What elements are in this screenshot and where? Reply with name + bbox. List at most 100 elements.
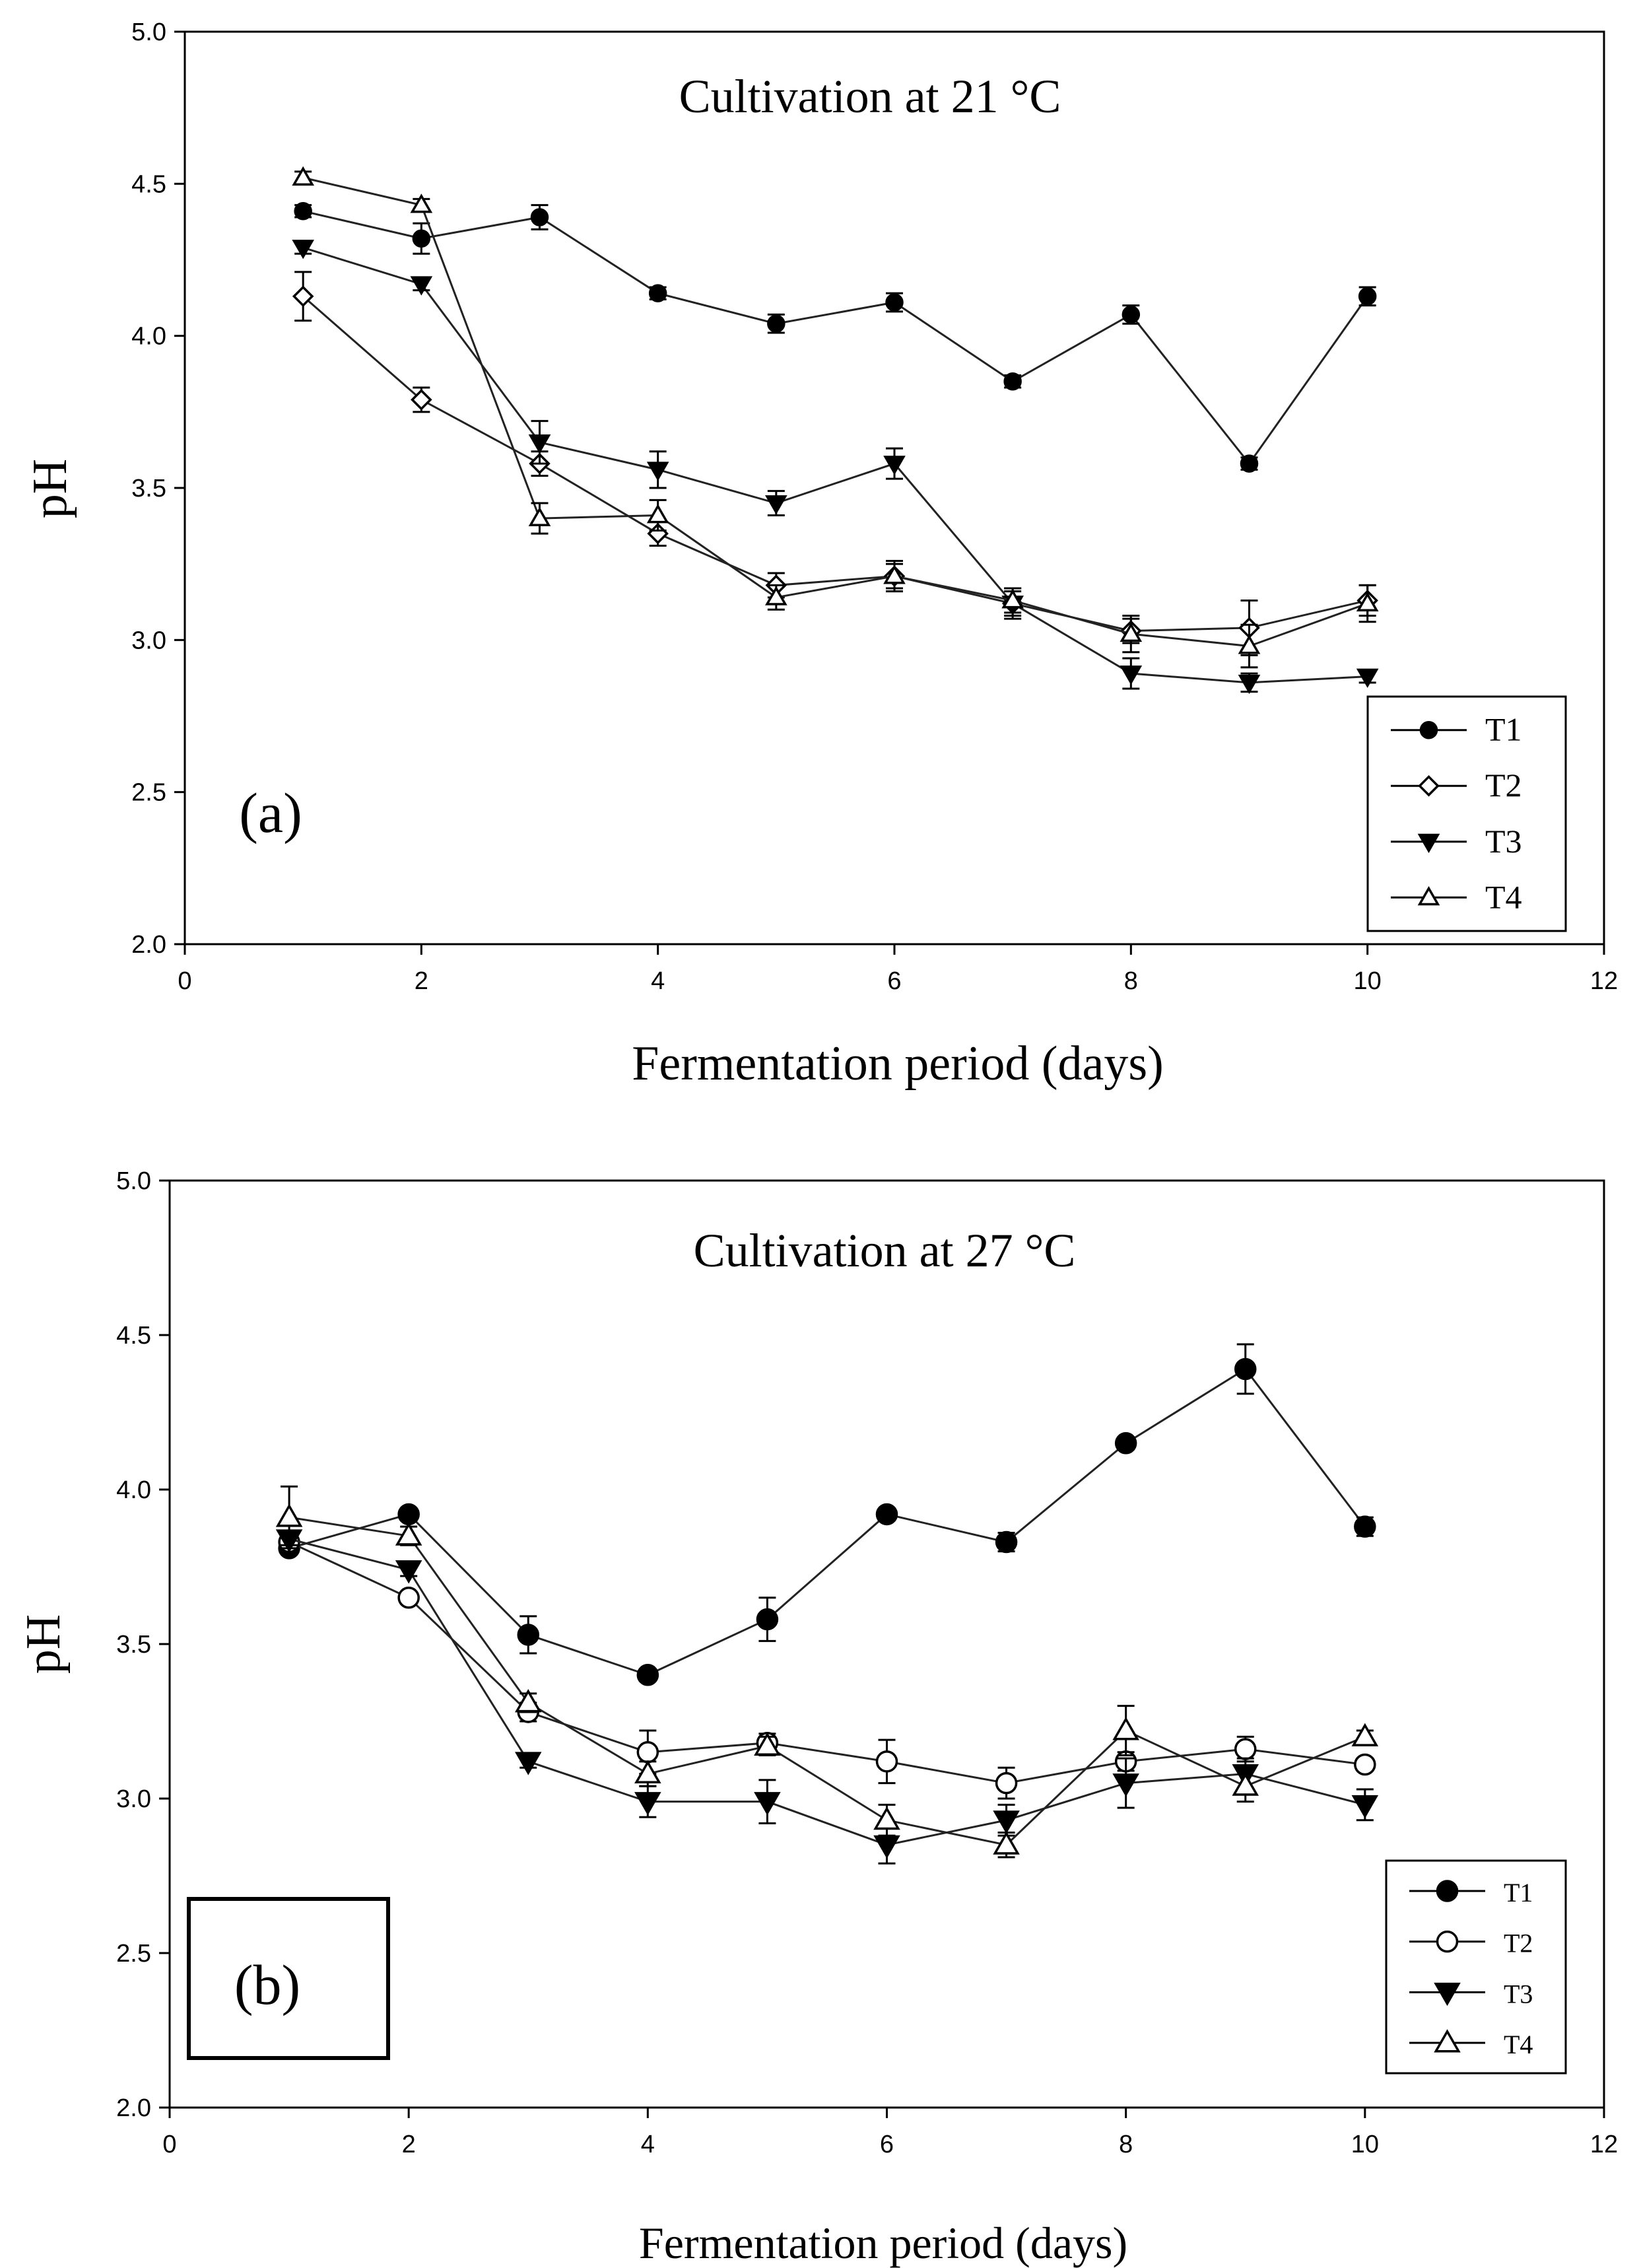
x-tick-label: 0 xyxy=(178,967,191,995)
data-point xyxy=(1351,1723,1379,1746)
data-point xyxy=(873,1835,900,1859)
series-line xyxy=(288,1367,1366,1676)
data-point xyxy=(294,202,312,221)
panel-a: 0 2 4 6 8 10 12 2.0 2.5 3.0 3.5 4.0 4.5 5.0 Fermentati… xyxy=(23,18,1618,1091)
data-point xyxy=(1354,1515,1376,1538)
series-t3 xyxy=(275,1529,1379,1865)
y-tick-label: 2.0 xyxy=(116,2094,151,2122)
legend-item-t3: T3 xyxy=(1391,823,1522,860)
legend-label: T2 xyxy=(1504,1929,1533,1958)
data-point xyxy=(1354,1753,1376,1776)
legend-label: T4 xyxy=(1485,878,1522,915)
legend-label: T1 xyxy=(1504,1878,1533,1907)
data-point xyxy=(634,1760,661,1784)
panel-b: 0 2 4 6 8 10 12 2.0 2.5 3.0 3.5 4.0 4.5 5.0 Fermentati… xyxy=(17,1167,1618,2268)
legend-item-t2: T2 xyxy=(1409,1929,1533,1958)
legend-item-t3: T3 xyxy=(1409,1979,1533,2009)
panel-label-box xyxy=(187,1897,390,2060)
data-point xyxy=(397,1587,420,1609)
data-point xyxy=(292,240,314,259)
data-point xyxy=(995,1771,1018,1795)
data-point xyxy=(412,229,431,248)
data-point xyxy=(514,1752,542,1775)
legend-box xyxy=(1366,695,1567,932)
legend-label: T3 xyxy=(1504,1979,1533,2009)
x-tick-label: 6 xyxy=(880,2131,894,2158)
x-tick-label: 12 xyxy=(1590,2131,1618,2158)
y-tick-label: 4.0 xyxy=(131,323,166,351)
data-point xyxy=(1356,668,1379,688)
x-axis-label: Fermentation period (days) xyxy=(632,1037,1164,1091)
data-point xyxy=(1351,1795,1379,1819)
panel-label: (b) xyxy=(234,1953,300,2016)
x-tick-label: 12 xyxy=(1590,967,1618,995)
legend: T1 T2 T3 T4 xyxy=(1385,1859,1567,2075)
legend-marker xyxy=(1436,1930,1459,1953)
data-point xyxy=(756,1608,779,1631)
data-point xyxy=(883,456,906,475)
data-point xyxy=(395,1560,422,1584)
legend-item-t2: T2 xyxy=(1391,767,1522,804)
data-point xyxy=(993,1810,1020,1834)
y-tick-label: 5.0 xyxy=(116,1167,151,1195)
series-line xyxy=(302,295,1368,633)
data-point xyxy=(1120,622,1143,642)
x-tick-label: 4 xyxy=(641,2131,655,2158)
y-tick-label: 4.5 xyxy=(116,1322,151,1350)
series-line xyxy=(288,1541,1366,1785)
data-point xyxy=(1003,372,1022,391)
data-point xyxy=(410,276,433,296)
data-point xyxy=(275,1503,303,1527)
legend-item-t4: T4 xyxy=(1391,878,1522,915)
y-tick-label: 3.5 xyxy=(131,475,166,502)
chart-title: Cultivation at 21 °C xyxy=(679,70,1061,123)
series-line xyxy=(288,1538,1366,1846)
y-tick-label: 3.0 xyxy=(131,627,166,654)
data-point xyxy=(395,1522,422,1546)
data-point xyxy=(1240,454,1259,473)
y-tick-label: 4.5 xyxy=(131,170,166,198)
data-point xyxy=(1112,1773,1139,1797)
series-t4 xyxy=(292,166,1379,669)
series-t3 xyxy=(292,240,1379,695)
data-point xyxy=(754,1792,781,1816)
y-tick-label: 4.0 xyxy=(116,1476,151,1504)
x-tick-label: 10 xyxy=(1351,2131,1379,2158)
data-point xyxy=(1358,287,1377,306)
data-point xyxy=(885,293,904,312)
data-point xyxy=(1234,1357,1257,1381)
series-t1 xyxy=(294,202,1377,473)
series-line xyxy=(288,1516,1366,1846)
data-point xyxy=(1356,592,1379,612)
x-tick-label: 2 xyxy=(415,967,428,995)
y-tick-label: 2.0 xyxy=(131,931,166,959)
x-tick-label: 4 xyxy=(651,967,665,995)
legend-marker xyxy=(1417,885,1440,906)
legend-item-t4: T4 xyxy=(1409,2029,1533,2059)
data-point xyxy=(1234,1738,1257,1760)
legend-marker xyxy=(1419,720,1438,739)
y-axis-label: pH xyxy=(17,1614,71,1674)
x-tick-label: 8 xyxy=(1124,967,1138,995)
x-tick-label: 10 xyxy=(1354,967,1382,995)
data-point xyxy=(1232,1772,1259,1796)
y-tick-label: 3.0 xyxy=(116,1785,151,1813)
legend-label: T1 xyxy=(1485,711,1522,748)
data-point xyxy=(517,1624,539,1646)
data-point xyxy=(528,434,551,454)
y-tick-label: 2.5 xyxy=(116,1940,151,1968)
data-point xyxy=(636,1664,659,1686)
panel-label: (a) xyxy=(239,781,302,844)
x-tick-label: 6 xyxy=(887,967,901,995)
legend-label: T2 xyxy=(1485,767,1522,804)
data-point xyxy=(528,506,551,527)
series-t4 xyxy=(275,1485,1379,1859)
data-point xyxy=(883,565,906,584)
legend-item-t1: T1 xyxy=(1409,1878,1533,1907)
data-point xyxy=(648,284,667,302)
data-point xyxy=(530,208,549,226)
legend: T1 T2 T3 T4 xyxy=(1366,695,1567,932)
x-tick-label: 0 xyxy=(162,2131,176,2158)
data-point xyxy=(1120,666,1143,685)
y-tick-label: 2.5 xyxy=(131,779,166,807)
